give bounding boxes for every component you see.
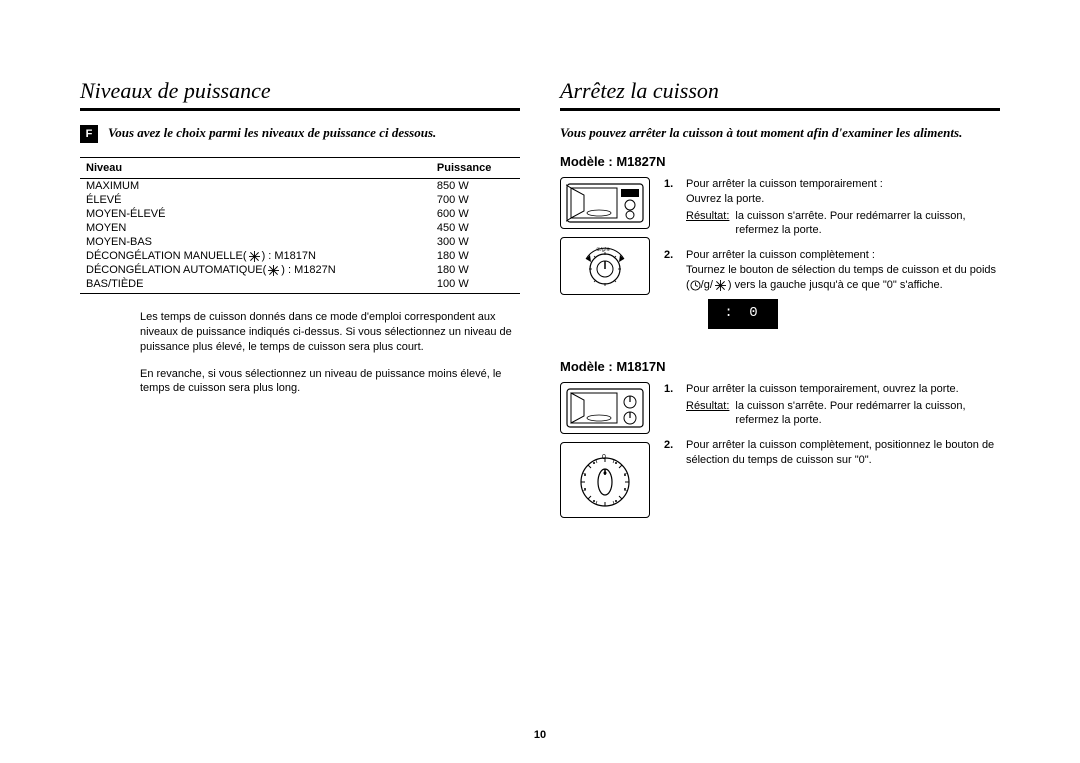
table-row: ÉLEVÉ700 W [80, 193, 520, 207]
level-cell: MOYEN-ÉLEVÉ [80, 207, 431, 221]
step-body: Pour arrêter la cuisson temporairement :… [686, 177, 1000, 238]
step-item: 2.Pour arrêter la cuisson complètement :… [664, 248, 1000, 329]
snowflake-icon [715, 280, 726, 291]
display-value: : 0 [724, 304, 761, 323]
clock-icon [690, 280, 701, 291]
table-row: MOYEN-ÉLEVÉ600 W [80, 207, 520, 221]
dial-turn-icon: ①/g/❄ [560, 237, 650, 295]
table-row: BAS/TIÈDE100 W [80, 277, 520, 294]
model-a-illustrations: ①/g/❄ [560, 177, 650, 339]
model-b-title: Modèle : M1817N [560, 359, 1000, 374]
table-row: MOYEN450 W [80, 221, 520, 235]
power-cell: 300 W [431, 235, 520, 249]
page: Niveaux de puissance F Vous avez le choi… [0, 0, 1080, 763]
result-row: Résultat:la cuisson s'arrête. Pour redém… [686, 399, 1000, 429]
result-text: la cuisson s'arrête. Pour redémarrer la … [735, 209, 1000, 239]
model-b-illustrations: 0 [560, 382, 650, 526]
power-cell: 180 W [431, 249, 520, 263]
microwave-open-door-icon [560, 177, 650, 229]
left-heading: Niveaux de puissance [80, 78, 520, 111]
step-item: 1.Pour arrêter la cuisson temporairement… [664, 177, 1000, 238]
step-body: Pour arrêter la cuisson temporairement, … [686, 382, 1000, 429]
left-intro: Vous avez le choix parmi les niveaux de … [108, 125, 436, 142]
level-cell: DÉCONGÉLATION AUTOMATIQUE() : M1827N [80, 263, 431, 277]
step-item: 2. Pour arrêter la cuisson complètement, … [664, 438, 1000, 468]
step-body: Pour arrêter la cuisson complètement, po… [686, 438, 1000, 468]
microwave-open-door-icon [560, 382, 650, 434]
result-row: Résultat:la cuisson s'arrête. Pour redém… [686, 209, 1000, 239]
table-row: DÉCONGÉLATION MANUELLE() : M1817N180 W [80, 249, 520, 263]
step-number: 2. [664, 248, 678, 329]
level-cell: DÉCONGÉLATION MANUELLE() : M1817N [80, 249, 431, 263]
col-header-power: Puissance [431, 158, 520, 179]
power-table-body: MAXIMUM850 WÉLEVÉ700 WMOYEN-ÉLEVÉ600 WMO… [80, 179, 520, 294]
right-intro: Vous pouvez arrêter la cuisson à tout mo… [560, 125, 1000, 142]
model-b-block: 0 [560, 382, 1000, 526]
power-cell: 180 W [431, 263, 520, 277]
level-cell: MOYEN [80, 221, 431, 235]
table-row: MAXIMUM850 W [80, 179, 520, 194]
power-cell: 700 W [431, 193, 520, 207]
model-b-steps: 1.Pour arrêter la cuisson temporairement… [664, 382, 1000, 526]
step-item: 1.Pour arrêter la cuisson temporairement… [664, 382, 1000, 429]
step-body: Pour arrêter la cuisson complètement :To… [686, 248, 1000, 329]
power-table: Niveau Puissance MAXIMUM850 WÉLEVÉ700 WM… [80, 157, 520, 294]
intro-row: F Vous avez le choix parmi les niveaux d… [80, 125, 520, 143]
model-a-steps: 1.Pour arrêter la cuisson temporairement… [664, 177, 1000, 339]
col-header-level: Niveau [80, 158, 431, 179]
level-cell: MAXIMUM [80, 179, 431, 194]
level-cell: BAS/TIÈDE [80, 277, 431, 294]
result-text: la cuisson s'arrête. Pour redémarrer la … [735, 399, 1000, 429]
level-cell: ÉLEVÉ [80, 193, 431, 207]
power-cell: 600 W [431, 207, 520, 221]
level-cell: MOYEN-BAS [80, 235, 431, 249]
table-row: MOYEN-BAS300 W [80, 235, 520, 249]
left-paragraph-1: Les temps de cuisson donnés dans ce mode… [140, 310, 520, 355]
step-number: 1. [664, 177, 678, 238]
svg-text:①/g/❄: ①/g/❄ [596, 247, 610, 253]
result-label: Résultat: [686, 399, 729, 429]
snowflake-icon [249, 251, 260, 262]
language-badge: F [80, 125, 98, 143]
step-number: 2. [664, 438, 678, 468]
table-row: DÉCONGÉLATION AUTOMATIQUE() : M1827N180 … [80, 263, 520, 277]
right-column: Arrêtez la cuisson Vous pouvez arrêter l… [560, 78, 1000, 733]
model-a-title: Modèle : M1827N [560, 154, 1000, 169]
model-a-block: ①/g/❄ 1.Pour arrêter la cuisson temporai… [560, 177, 1000, 339]
left-column: Niveaux de puissance F Vous avez le choi… [80, 78, 520, 733]
page-number: 10 [0, 729, 1080, 741]
timer-dial-zero-icon: 0 [560, 442, 650, 518]
step-number: 1. [664, 382, 678, 429]
power-cell: 100 W [431, 277, 520, 294]
power-cell: 850 W [431, 179, 520, 194]
left-paragraph-2: En revanche, si vous sélectionnez un niv… [140, 367, 520, 397]
result-label: Résultat: [686, 209, 729, 239]
digital-display: : 0 [708, 299, 778, 329]
snowflake-icon [268, 265, 279, 276]
power-cell: 450 W [431, 221, 520, 235]
right-heading: Arrêtez la cuisson [560, 78, 1000, 111]
